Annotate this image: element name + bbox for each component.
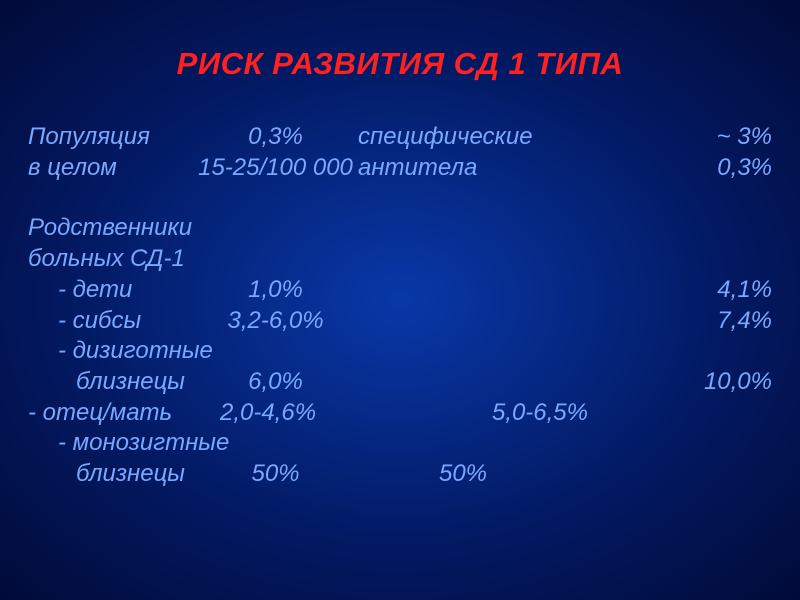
label: - монозигтные	[28, 428, 229, 459]
children-row: - дети 1,0% 4,1%	[28, 275, 772, 306]
label-2: специфические	[358, 122, 568, 153]
value-mid: 50%	[358, 459, 568, 490]
value-1: 15-25/100 000	[193, 153, 358, 184]
label: близнецы	[28, 367, 193, 398]
value-1: 2,0-4,6%	[178, 398, 358, 429]
value-2: 0,3%	[568, 153, 772, 184]
dizygotic-row-2: близнецы 6,0% 10,0%	[28, 367, 772, 398]
value-mid: 5,0-6,5%	[358, 398, 588, 429]
siblings-row: - сибсы 3,2-6,0% 7,4%	[28, 306, 772, 337]
value-1: 0,3%	[193, 122, 358, 153]
value-2: ~ 3%	[568, 122, 772, 153]
label: Родственники	[28, 213, 192, 244]
value-1: 3,2-6,0%	[193, 306, 358, 337]
label: - отец/мать	[28, 398, 178, 429]
label: - дизиготные	[28, 336, 213, 367]
value-1: 1,0%	[193, 275, 358, 306]
value-1: 6,0%	[193, 367, 358, 398]
monozygotic-row-1: - монозигтные	[28, 428, 772, 459]
label: больных СД-1	[28, 244, 185, 275]
label: Популяция	[28, 122, 193, 153]
parents-row: - отец/мать 2,0-4,6% 5,0-6,5%	[28, 398, 772, 429]
relatives-header-1: Родственники	[28, 213, 772, 244]
dizygotic-row-1: - дизиготные	[28, 336, 772, 367]
population-row-2: в целом 15-25/100 000 антитела 0,3%	[28, 153, 772, 184]
label-2: антитела	[358, 153, 568, 184]
label: в целом	[28, 153, 193, 184]
value-1: 50%	[193, 459, 358, 490]
slide-content: Популяция 0,3% специфические ~ 3% в цело…	[0, 82, 800, 490]
monozygotic-row-2: близнецы 50% 50%	[28, 459, 772, 490]
value-2: 7,4%	[568, 306, 772, 337]
relatives-header-2: больных СД-1	[28, 244, 772, 275]
value-2: 4,1%	[568, 275, 772, 306]
value-2: 10,0%	[568, 367, 772, 398]
label: близнецы	[28, 459, 193, 490]
label: - сибсы	[28, 306, 193, 337]
label: - дети	[28, 275, 193, 306]
population-row-1: Популяция 0,3% специфические ~ 3%	[28, 122, 772, 153]
slide-title: РИСК РАЗВИТИЯ СД 1 ТИПА	[0, 0, 800, 82]
